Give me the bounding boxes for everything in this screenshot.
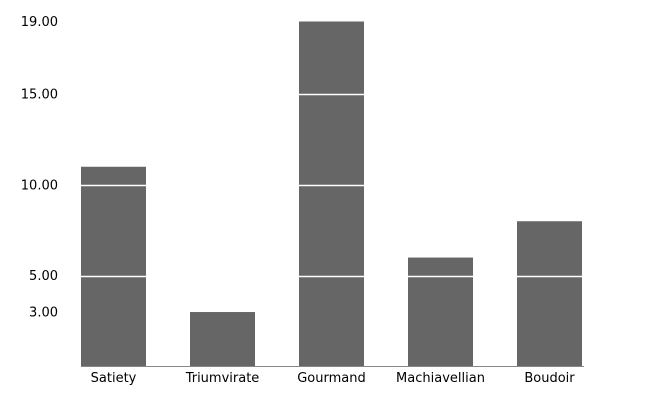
y-tick-label: 3.00 (29, 306, 58, 321)
x-tick-label: Machiavellian (396, 371, 485, 386)
x-tick-label: Satiety (91, 371, 137, 386)
y-tick-label: 5.00 (29, 269, 58, 284)
bar-boudoir (517, 221, 582, 367)
x-tick-label: Triumvirate (185, 371, 260, 386)
y-tick-label: 15.00 (21, 88, 58, 103)
x-tick-label: Gourmand (297, 371, 366, 386)
y-tick-label: 10.00 (21, 178, 58, 193)
bar-gourmand (299, 21, 364, 367)
gridlines-group (81, 93, 582, 278)
y-axis-ticks: 3.00 5.00 10.00 15.00 19.00 (21, 15, 58, 321)
bar-satiety (81, 166, 146, 367)
x-tick-label: Boudoir (524, 371, 575, 386)
x-axis-ticks: Satiety Triumvirate Gourmand Machiavellian B… (91, 371, 576, 386)
bar-machiavellian (408, 257, 473, 367)
bars-group (81, 21, 582, 367)
y-tick-label: 19.00 (21, 15, 58, 30)
bar-triumvirate (190, 312, 255, 367)
